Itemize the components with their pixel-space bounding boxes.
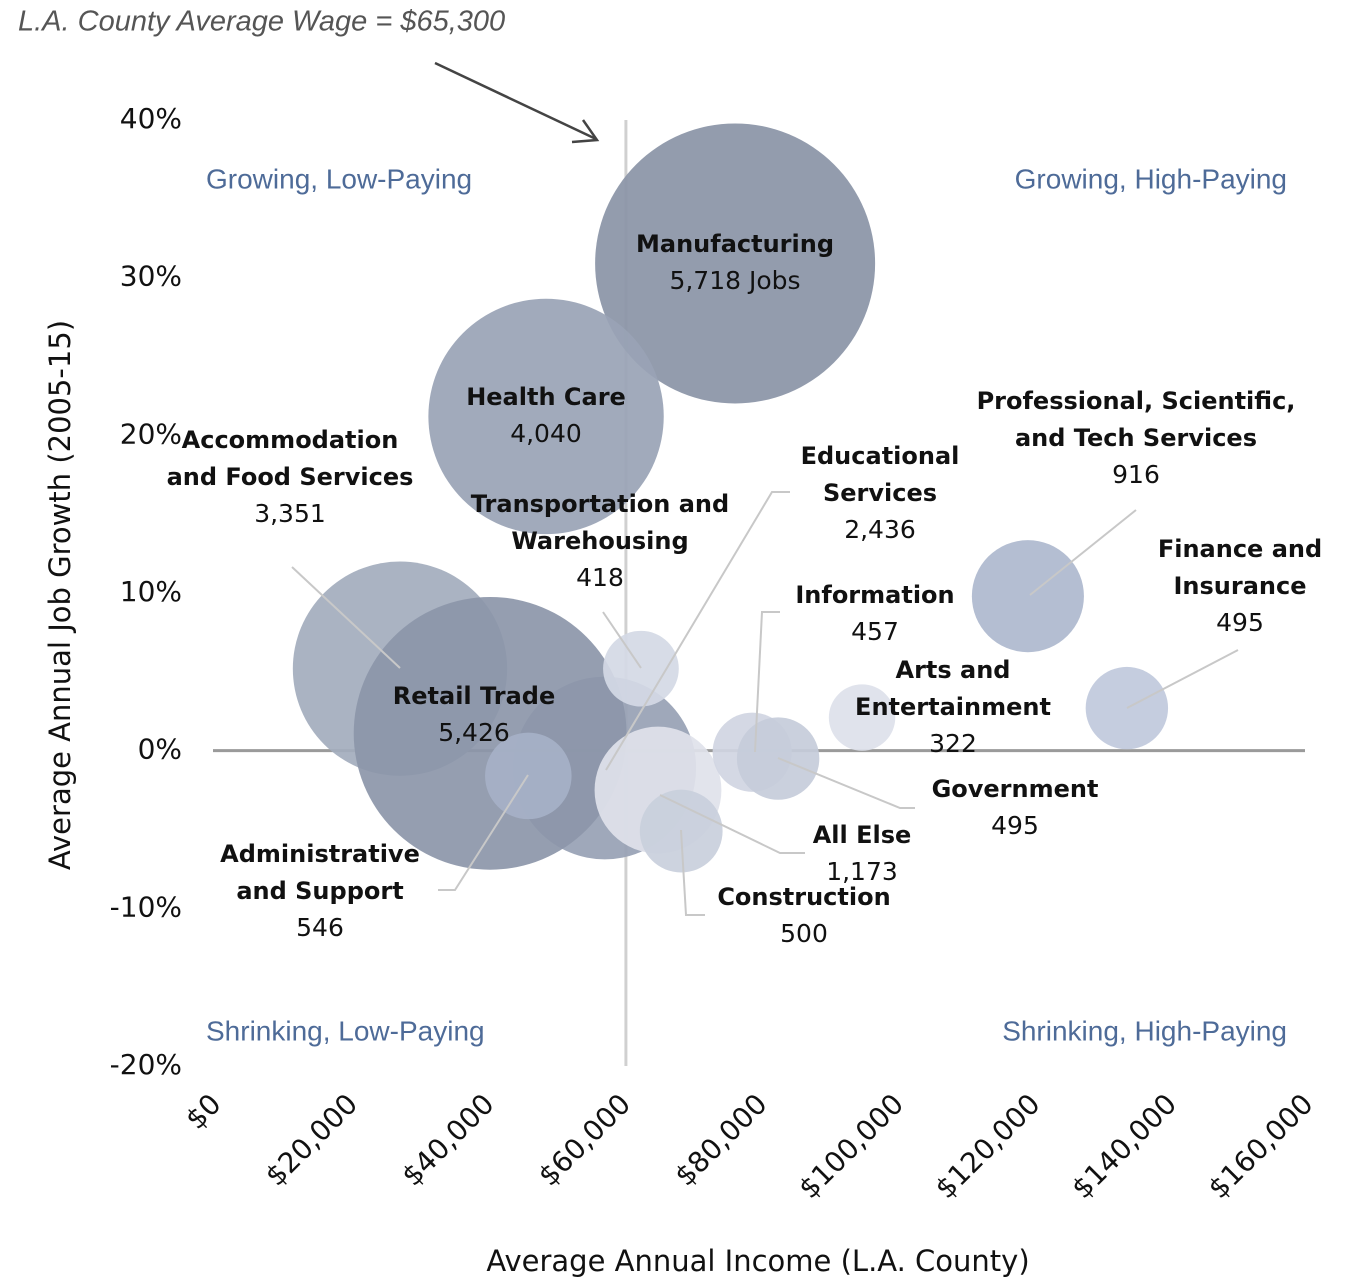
bubble-label: Professional, Scientific, and Tech Servic… [977, 387, 1296, 452]
bubble-value-label: 418 [576, 563, 624, 592]
bubble-value-label: 1,173 [826, 857, 898, 886]
bubble-label: Finance and Insurance [1158, 535, 1322, 600]
x-tick-label: $160,000 [1202, 1087, 1320, 1205]
bubble-label: Manufacturing [636, 230, 834, 258]
bubble-value-label: 322 [929, 729, 977, 758]
bubble [828, 684, 896, 751]
y-tick-label: 30% [120, 260, 182, 293]
x-tick-label: $40,000 [395, 1087, 500, 1192]
bubble-label: Construction [717, 883, 890, 911]
bubble-label: Educational Services [801, 442, 960, 507]
y-tick-label: 10% [120, 575, 182, 608]
x-tick-label: $0 [179, 1087, 228, 1136]
bubble-label: Retail Trade [393, 682, 555, 710]
x-tick-label: $60,000 [532, 1087, 637, 1192]
bubble-label: Accommodation and Food Services [167, 426, 414, 491]
bubble-label: Administrative and Support [220, 840, 420, 905]
y-axis-title: Average Annual Job Growth (2005-15) [43, 320, 77, 870]
y-tick-label: -10% [110, 890, 182, 923]
annotation-arrow [434, 61, 600, 144]
leader-line [754, 611, 780, 753]
bubble [428, 298, 664, 535]
x-tick-label: $80,000 [668, 1087, 773, 1192]
bubble-label: All Else [813, 821, 912, 849]
y-tick-label: -20% [110, 1048, 182, 1081]
bubble-label: Health Care [466, 383, 626, 411]
bubble [595, 123, 876, 404]
y-tick-label: 40% [120, 102, 182, 135]
y-tick-label: 20% [120, 417, 182, 450]
bubble-value-label: 3,351 [254, 499, 326, 528]
bubble-label: Transportation and Warehousing [471, 490, 729, 555]
bubble-value-label: 495 [991, 811, 1039, 840]
bubble [1085, 666, 1169, 750]
bubble-value-label: 457 [851, 617, 899, 646]
leader-line [291, 566, 401, 669]
bubble-value-label: 5,718 Jobs [669, 266, 800, 295]
quadrant-label: Growing, High-Paying [1015, 163, 1287, 194]
bubble-value-label: 546 [296, 913, 344, 942]
bubble-label: Government [932, 775, 1099, 803]
bubble-label: Arts and Entertainment [855, 656, 1051, 721]
leader-line [680, 829, 705, 916]
annotation: L.A. County Average Wage = $65,300 [18, 6, 505, 38]
bubble-value-label: 5,426 [438, 718, 510, 747]
bubble [603, 630, 679, 707]
bubble-value-label: 495 [1216, 608, 1264, 637]
leader-line [1126, 649, 1239, 709]
x-tick-label: $140,000 [1065, 1087, 1183, 1205]
y-tick-label: 0% [138, 733, 182, 766]
quadrant-label: Growing, Low-Paying [206, 163, 472, 194]
quadrant-label: Shrinking, Low-Paying [206, 1015, 485, 1046]
bubble-value-label: 2,436 [844, 515, 916, 544]
bubble-value-label: 916 [1112, 460, 1160, 489]
bubble-value-label: 4,040 [510, 419, 582, 448]
x-tick-label: $20,000 [259, 1087, 364, 1192]
leader-line [438, 774, 529, 891]
bubble-label: Information [795, 581, 954, 609]
bubble-value-label: 500 [780, 919, 828, 948]
x-tick-label: $120,000 [929, 1087, 1047, 1205]
leader-line [605, 491, 790, 771]
leader-line [777, 757, 915, 809]
x-axis-title: Average Annual Income (L.A. County) [486, 1244, 1029, 1278]
leader-line [659, 794, 805, 854]
bubble [971, 540, 1084, 653]
quadrant-label: Shrinking, High-Paying [1002, 1015, 1287, 1046]
leader-line [602, 611, 642, 669]
leader-line [1029, 509, 1137, 596]
x-tick-label: $100,000 [792, 1087, 910, 1205]
